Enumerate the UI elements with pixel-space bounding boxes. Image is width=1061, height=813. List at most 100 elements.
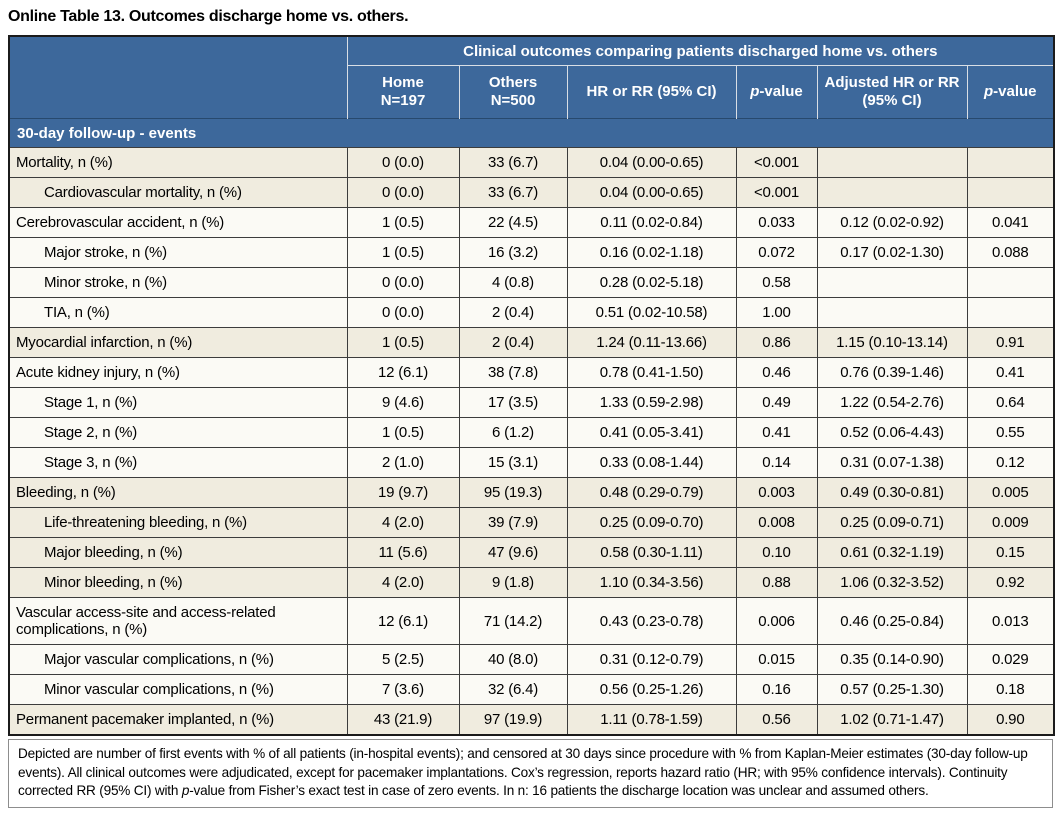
cell-home: 9 (4.6) [346,387,460,419]
row-label: Minor stroke, n (%) [8,267,348,299]
cell-adjusted-p-value: 0.41 [966,357,1055,389]
column-header-line: N=500 [490,92,536,110]
cell-others: 95 (19.3) [458,477,568,509]
cell-others: 6 (1.2) [458,417,568,449]
cell-others: 38 (7.8) [458,357,568,389]
cell-adjusted-p-value [966,267,1055,299]
column-header-line: N=197 [380,92,426,110]
column-header-home: Home N=197 [346,65,459,119]
cell-p-value: 0.072 [735,237,818,269]
row-label: Minor vascular complications, n (%) [8,674,348,706]
cell-adjusted-hr-rr: 0.35 (0.14-0.90) [816,644,968,676]
cell-hr-rr: 0.04 (0.00-0.65) [566,147,737,179]
cell-hr-rr: 0.58 (0.30-1.11) [566,537,737,569]
cell-adjusted-p-value: 0.92 [966,567,1055,599]
cell-hr-rr: 0.33 (0.08-1.44) [566,447,737,479]
cell-hr-rr: 0.78 (0.41-1.50) [566,357,737,389]
column-header-line: (95% CI) [862,92,922,110]
cell-adjusted-hr-rr: 0.61 (0.32-1.19) [816,537,968,569]
table-row: Stage 1, n (%) 9 (4.6) 17 (3.5) 1.33 (0.59-… [8,387,1055,419]
cell-others: 39 (7.9) [458,507,568,539]
cell-others: 22 (4.5) [458,207,568,239]
row-label: Bleeding, n (%) [8,477,348,509]
cell-others: 71 (14.2) [458,597,568,646]
cell-hr-rr: 1.24 (0.11-13.66) [566,327,737,359]
cell-others: 2 (0.4) [458,297,568,329]
table-row: Bleeding, n (%) 19 (9.7) 95 (19.3) 0.48 (0.… [8,477,1055,509]
cell-hr-rr: 0.31 (0.12-0.79) [566,644,737,676]
cell-adjusted-p-value: 0.91 [966,327,1055,359]
column-header-line: Home [382,73,424,91]
cell-hr-rr: 0.28 (0.02-5.18) [566,267,737,299]
column-header-line: HR or RR (95% CI) [586,83,717,101]
cell-hr-rr: 0.56 (0.25-1.26) [566,674,737,706]
cell-p-value: 0.41 [735,417,818,449]
cell-adjusted-p-value: 0.18 [966,674,1055,706]
cell-others: 4 (0.8) [458,267,568,299]
cell-others: 33 (6.7) [458,147,568,179]
cell-others: 40 (8.0) [458,644,568,676]
column-header-hr-rr: HR or RR (95% CI) [566,65,736,119]
italic-p: p [984,83,994,101]
cell-hr-rr: 1.33 (0.59-2.98) [566,387,737,419]
cell-adjusted-hr-rr: 0.31 (0.07-1.38) [816,447,968,479]
cell-home: 12 (6.1) [346,357,460,389]
table-row: Major vascular complications, n (%) 5 (2.… [8,644,1055,676]
cell-adjusted-p-value [966,147,1055,179]
row-label: Stage 3, n (%) [8,447,348,479]
cell-home: 11 (5.6) [346,537,460,569]
cell-adjusted-hr-rr [816,177,968,209]
cell-p-value: 0.46 [735,357,818,389]
footnote-text: Depicted are number of first events with… [18,746,1028,798]
group-header-cell: 30-day follow-up - events [9,118,1055,148]
cell-adjusted-hr-rr: 1.02 (0.71-1.47) [816,704,968,736]
cell-hr-rr: 0.48 (0.29-0.79) [566,477,737,509]
cell-adjusted-hr-rr: 1.22 (0.54-2.76) [816,387,968,419]
cell-p-value: 0.16 [735,674,818,706]
row-label: Mortality, n (%) [8,147,348,179]
cell-adjusted-p-value [966,297,1055,329]
row-label: Acute kidney injury, n (%) [8,357,348,389]
column-header-line: Others [488,73,538,91]
cell-p-value: 0.58 [735,267,818,299]
table-row: Vascular access-site and access-related … [8,597,1055,646]
cell-adjusted-p-value: 0.15 [966,537,1055,569]
cell-others: 17 (3.5) [458,387,568,419]
cell-adjusted-hr-rr: 0.12 (0.02-0.92) [816,207,968,239]
cell-home: 0 (0.0) [346,267,460,299]
cell-adjusted-p-value: 0.088 [966,237,1055,269]
row-label: Major stroke, n (%) [8,237,348,269]
cell-hr-rr: 0.04 (0.00-0.65) [566,177,737,209]
table-row: Mortality, n (%) 0 (0.0) 33 (6.7) 0.04 (0.0… [8,147,1055,179]
cell-others: 16 (3.2) [458,237,568,269]
group-header-row: 30-day follow-up - events [9,118,1055,148]
table-row: Myocardial infarction, n (%) 1 (0.5) 2 (0.… [8,327,1055,359]
row-label: Minor bleeding, n (%) [8,567,348,599]
footnote: Depicted are number of first events with… [8,739,1053,808]
cell-hr-rr: 0.25 (0.09-0.70) [566,507,737,539]
cell-adjusted-hr-rr: 0.46 (0.25-0.84) [816,597,968,646]
cell-home: 2 (1.0) [346,447,460,479]
cell-adjusted-p-value: 0.005 [966,477,1055,509]
table-body: Mortality, n (%) 0 (0.0) 33 (6.7) 0.04 (0.0… [8,147,1055,736]
table-row: Minor bleeding, n (%) 4 (2.0) 9 (1.8) 1.10 … [8,567,1055,599]
row-label: Vascular access-site and access-related … [8,597,348,646]
column-header-adjusted-p-value: p-value [966,65,1055,119]
row-label: TIA, n (%) [8,297,348,329]
cell-p-value: 0.88 [735,567,818,599]
cell-p-value: 0.006 [735,597,818,646]
footnote-text: -value from Fisher’s exact test in case … [189,782,929,798]
cell-adjusted-p-value [966,177,1055,209]
cell-home: 1 (0.5) [346,207,460,239]
cell-adjusted-hr-rr: 1.06 (0.32-3.52) [816,567,968,599]
cell-hr-rr: 0.51 (0.02-10.58) [566,297,737,329]
cell-others: 9 (1.8) [458,567,568,599]
span-header-row: Clinical outcomes comparing patients dis… [9,36,1055,119]
cell-adjusted-p-value: 0.90 [966,704,1055,736]
cell-adjusted-hr-rr: 0.25 (0.09-0.71) [816,507,968,539]
cell-p-value: 0.033 [735,207,818,239]
column-header-adjusted-hr-rr: Adjusted HR or RR (95% CI) [816,65,967,119]
row-label: Myocardial infarction, n (%) [8,327,348,359]
cell-others: 33 (6.7) [458,177,568,209]
